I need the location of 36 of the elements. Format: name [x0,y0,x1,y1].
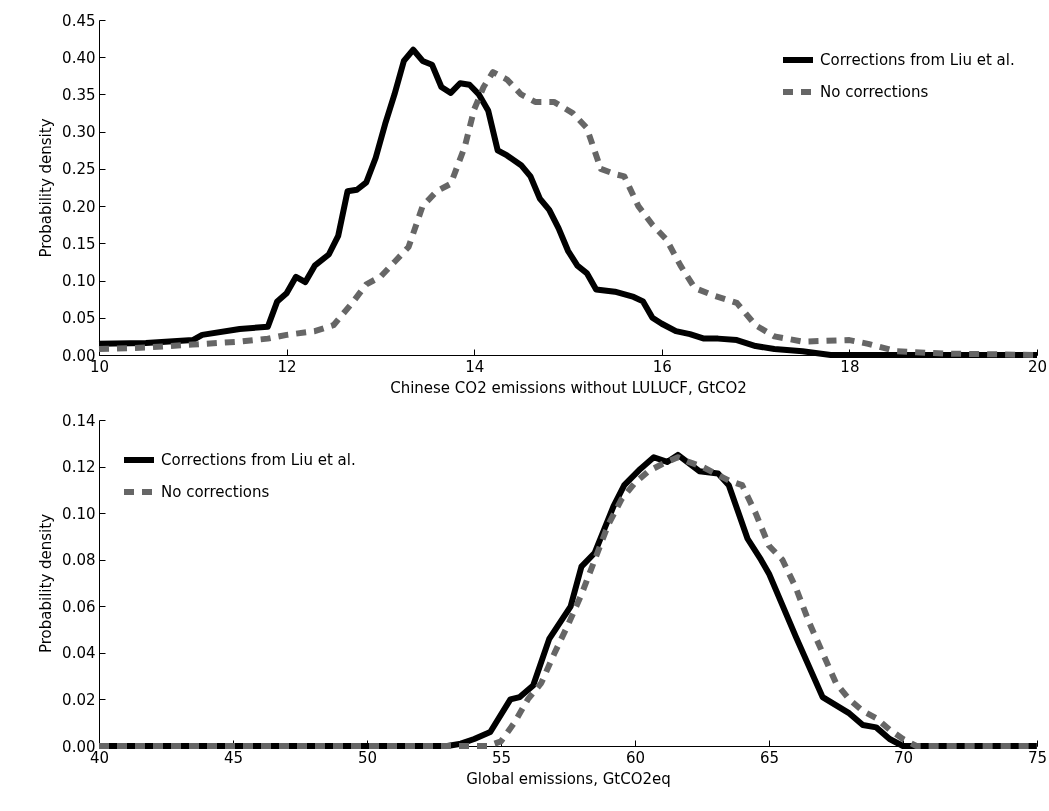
x-axis-title: Chinese CO2 emissions without LULUCF, GtCO2 [390,378,747,397]
y-axis-title: Probability density [37,118,56,258]
y-tick-label: 0.20 [62,197,96,216]
y-tick-label: 0.06 [62,597,96,616]
x-tick-label: 55 [491,748,512,767]
x-tick-label: 65 [759,748,780,767]
y-tick-label: 0.30 [62,123,96,142]
x-tick-label: 50 [357,748,378,767]
y-tick-label: 0.08 [62,551,96,570]
y-tick-label: 0.12 [62,458,96,477]
x-tick-label: 45 [223,748,244,767]
y-tick-label: 0.02 [62,690,96,709]
legend-label: No corrections [820,83,929,101]
y-axis-title: Probability density [37,513,56,654]
x-axis-title: Global emissions, GtCO2eq [466,769,671,788]
x-tick-label: 16 [652,357,672,376]
y-tick-label: 0.10 [62,504,96,523]
y-tick-label: 0.25 [62,160,96,179]
legend-label: Corrections from Liu et al. [820,51,1015,69]
legend-label: Corrections from Liu et al. [161,451,356,469]
y-tick-label: 0.05 [62,309,96,328]
x-tick-label: 60 [625,748,646,767]
y-tick-label: 0.04 [62,644,96,663]
x-tick-label: 12 [277,357,297,376]
y-tick-label: 0.45 [62,11,96,30]
y-tick-label: 0.14 [62,411,96,430]
x-tick-label: 70 [893,748,914,767]
x-tick-label: 18 [840,357,860,376]
x-tick-label: 20 [1027,357,1048,376]
y-tick-label: 0.35 [62,85,96,104]
y-tick-label: 0.10 [62,272,96,291]
y-tick-label: 0.40 [62,48,96,67]
legend-label: No corrections [161,483,270,501]
y-tick-label: 0.15 [62,234,96,253]
x-tick-label: 75 [1027,748,1048,767]
x-tick-label: 14 [465,357,485,376]
